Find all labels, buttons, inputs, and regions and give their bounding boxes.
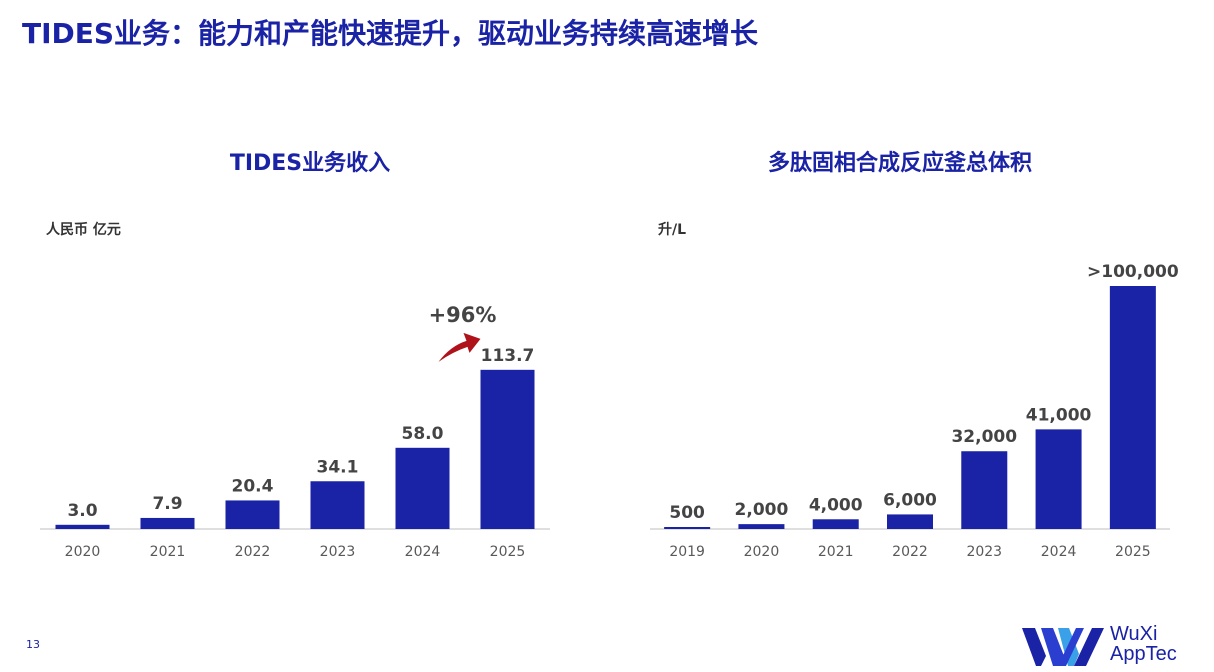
growth-annotation-label: +96% bbox=[429, 303, 497, 327]
slide-title: TIDES业务：能力和产能快速提升，驱动业务持续高速增长 bbox=[22, 17, 759, 50]
volume-data-label-2020: 2,000 bbox=[735, 500, 789, 520]
volume-tick-2020: 2020 bbox=[744, 544, 780, 560]
volume-bar-2023 bbox=[961, 451, 1008, 529]
volume-tick-2024: 2024 bbox=[1041, 544, 1077, 560]
volume-bar-2025 bbox=[1109, 286, 1156, 529]
revenue-tick-2025: 2025 bbox=[490, 544, 526, 560]
revenue-bar-2022 bbox=[225, 500, 280, 529]
volume-data-label-2025: >100,000 bbox=[1087, 262, 1179, 282]
volume-bar-2020 bbox=[738, 524, 785, 529]
logo-mark-icon bbox=[1022, 628, 1104, 666]
revenue-tick-2020: 2020 bbox=[65, 544, 101, 560]
volume-data-label-2021: 4,000 bbox=[809, 495, 863, 515]
volume-tick-2023: 2023 bbox=[966, 544, 1002, 560]
revenue-data-label-2023: 34.1 bbox=[317, 457, 359, 477]
revenue-bar-2020 bbox=[55, 524, 110, 529]
logo-text-line2: AppTec bbox=[1110, 643, 1177, 665]
volume-data-label-2019: 500 bbox=[669, 503, 705, 523]
logo-text-line1: WuXi bbox=[1110, 623, 1158, 645]
revenue-data-label-2025: 113.7 bbox=[481, 346, 535, 366]
revenue-tick-2023: 2023 bbox=[320, 544, 356, 560]
y-unit-reactor-volume: 升/L bbox=[658, 222, 687, 238]
volume-tick-2019: 2019 bbox=[669, 544, 705, 560]
revenue-tick-2021: 2021 bbox=[150, 544, 186, 560]
revenue-bar-2023 bbox=[310, 481, 365, 529]
volume-bar-2022 bbox=[887, 514, 933, 529]
volume-data-label-2024: 41,000 bbox=[1026, 405, 1092, 425]
revenue-tick-2022: 2022 bbox=[235, 544, 271, 560]
chart-title-reactor-volume: 多肽固相合成反应釜总体积 bbox=[767, 151, 1032, 176]
volume-bar-2021 bbox=[812, 519, 859, 529]
reactor-volume-bar-chart: 500 2019 2,000 2020 4,000 2021 6,000 2022 32,000… bbox=[650, 262, 1179, 560]
revenue-bar-2025 bbox=[480, 369, 535, 529]
revenue-data-label-2020: 3.0 bbox=[67, 501, 97, 521]
volume-tick-2025: 2025 bbox=[1115, 544, 1151, 560]
revenue-data-label-2022: 20.4 bbox=[232, 476, 274, 496]
revenue-bar-chart: 3.0 2020 7.9 2021 20.4 2022 34.1 2023 58.0 2024 11… bbox=[40, 303, 550, 560]
volume-bar-2024 bbox=[1035, 429, 1082, 529]
volume-data-label-2022: 6,000 bbox=[883, 490, 937, 510]
revenue-data-label-2021: 7.9 bbox=[152, 494, 182, 514]
volume-tick-2022: 2022 bbox=[892, 544, 928, 560]
volume-data-label-2023: 32,000 bbox=[951, 427, 1017, 447]
growth-up-arrow-icon bbox=[438, 332, 481, 362]
wuxi-apptec-logo: WuXi AppTec bbox=[1022, 622, 1202, 668]
revenue-data-label-2024: 58.0 bbox=[402, 424, 444, 444]
chart-title-revenue: TIDES业务收入 bbox=[229, 151, 391, 176]
page-number: 13 bbox=[26, 638, 40, 651]
revenue-bar-2021 bbox=[140, 517, 195, 529]
volume-bar-2019 bbox=[664, 527, 711, 529]
y-unit-revenue: 人民币 亿元 bbox=[46, 222, 121, 238]
revenue-tick-2024: 2024 bbox=[405, 544, 441, 560]
revenue-bar-2024 bbox=[395, 447, 450, 529]
volume-tick-2021: 2021 bbox=[818, 544, 854, 560]
